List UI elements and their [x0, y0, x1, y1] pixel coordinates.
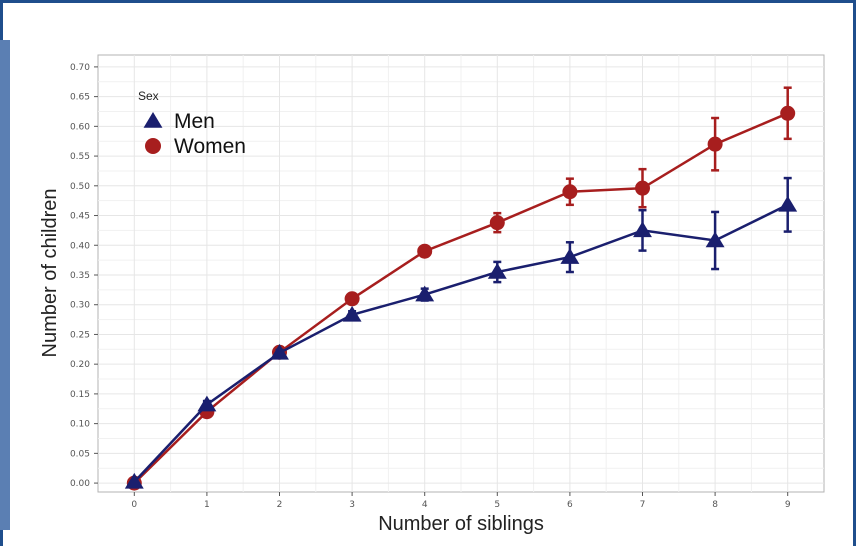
data-point-men — [124, 472, 144, 489]
data-point-women — [780, 105, 796, 121]
grid — [98, 55, 824, 492]
series-line-women — [133, 112, 789, 484]
y-tick-label: 0.15 — [70, 390, 90, 400]
data-point-men — [633, 221, 652, 238]
x-tick-label: 4 — [422, 500, 428, 510]
data-point-men — [487, 263, 507, 279]
legend-women-circle-icon — [145, 138, 161, 154]
y-tick-label: 0.30 — [70, 301, 90, 311]
x-tick-label: 6 — [567, 500, 573, 510]
data-point-women — [635, 180, 650, 196]
data-point-women — [489, 215, 505, 231]
data-point-men — [197, 395, 217, 412]
legend-women-label: Women — [174, 135, 246, 158]
data-point-women — [562, 184, 578, 200]
y-tick-label: 0.55 — [70, 152, 90, 162]
series-line-men — [133, 203, 789, 483]
y-axis-title: Number of children — [39, 189, 61, 358]
legend-title: Sex — [138, 89, 159, 103]
y-tick-label: 0.10 — [70, 420, 90, 430]
x-tick-label: 2 — [277, 500, 283, 510]
y-tick-label: 0.45 — [70, 212, 90, 222]
legend-men-triangle-icon — [143, 112, 163, 128]
x-tick-label: 5 — [494, 500, 500, 510]
data-point-men — [342, 305, 362, 322]
y-tick-label: 0.40 — [70, 241, 90, 251]
x-tick-label: 3 — [349, 500, 355, 510]
x-tick-label: 9 — [785, 500, 791, 510]
data-point-men — [705, 231, 725, 248]
data-point-men — [270, 343, 289, 360]
axis-ticks: 0.00 0.05 0.10 0.15 0.20 0.25 0.30 0.35 0.40 0.45… — [70, 63, 791, 510]
data-point-men — [415, 285, 435, 302]
y-tick-label: 0.70 — [70, 63, 90, 73]
y-tick-label: 0.50 — [70, 182, 90, 192]
y-tick-label: 0.65 — [70, 93, 90, 103]
data-point-men — [560, 248, 580, 264]
data-point-women — [344, 291, 360, 307]
legend: Sex Men Women — [138, 89, 246, 158]
y-tick-label: 0.35 — [70, 271, 90, 281]
window-edge-strip — [0, 40, 10, 530]
x-tick-label: 8 — [712, 500, 718, 510]
y-tick-label: 0.05 — [70, 449, 90, 459]
legend-men-label: Men — [174, 110, 215, 133]
data-point-women — [707, 136, 723, 152]
y-tick-label: 0.00 — [70, 479, 90, 489]
y-tick-label: 0.20 — [70, 360, 90, 370]
y-tick-label: 0.25 — [70, 330, 90, 340]
y-tick-label: 0.60 — [70, 122, 90, 132]
series — [124, 86, 798, 491]
data-point-men — [778, 195, 798, 212]
x-tick-label: 7 — [640, 500, 646, 510]
x-tick-label: 1 — [204, 500, 210, 510]
x-axis-title: Number of siblings — [378, 513, 544, 535]
x-tick-label: 0 — [131, 500, 137, 510]
data-point-women — [417, 243, 433, 259]
